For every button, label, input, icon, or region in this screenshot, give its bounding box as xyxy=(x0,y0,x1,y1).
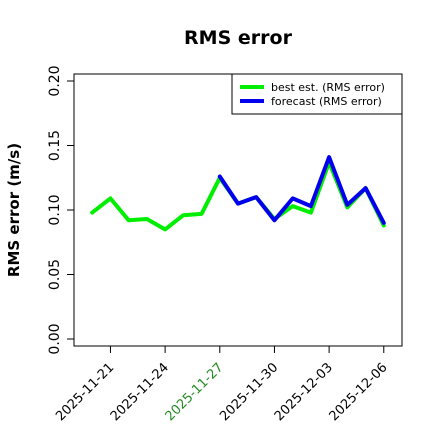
x-tick-label: 2025-12-06 xyxy=(327,360,391,424)
legend-box xyxy=(231,73,403,115)
chart-title: RMS error xyxy=(184,27,293,49)
series-layer xyxy=(90,155,386,232)
y-tick-label: 0.00 xyxy=(47,323,63,354)
legend-label-best-est: best est. (RMS error) xyxy=(271,81,385,94)
series-line-0 xyxy=(90,160,386,232)
legend: best est. (RMS error) forecast (RMS erro… xyxy=(231,73,403,115)
legend-label-forecast: forecast (RMS error) xyxy=(271,95,382,108)
y-tick-label: 0.20 xyxy=(47,65,63,96)
series-line-1 xyxy=(217,155,386,225)
y-tick-label: 0.15 xyxy=(47,130,63,161)
y-tick-label: 0.10 xyxy=(47,194,63,225)
x-axis: 2025-11-212025-11-242025-11-272025-11-30… xyxy=(53,346,391,424)
y-axis: 0.00 0.05 0.10 0.15 0.20 xyxy=(47,65,74,355)
y-tick-label: 0.05 xyxy=(47,259,63,290)
y-axis-label: RMS error (m/s) xyxy=(5,143,23,277)
plot-area-border xyxy=(73,73,403,347)
